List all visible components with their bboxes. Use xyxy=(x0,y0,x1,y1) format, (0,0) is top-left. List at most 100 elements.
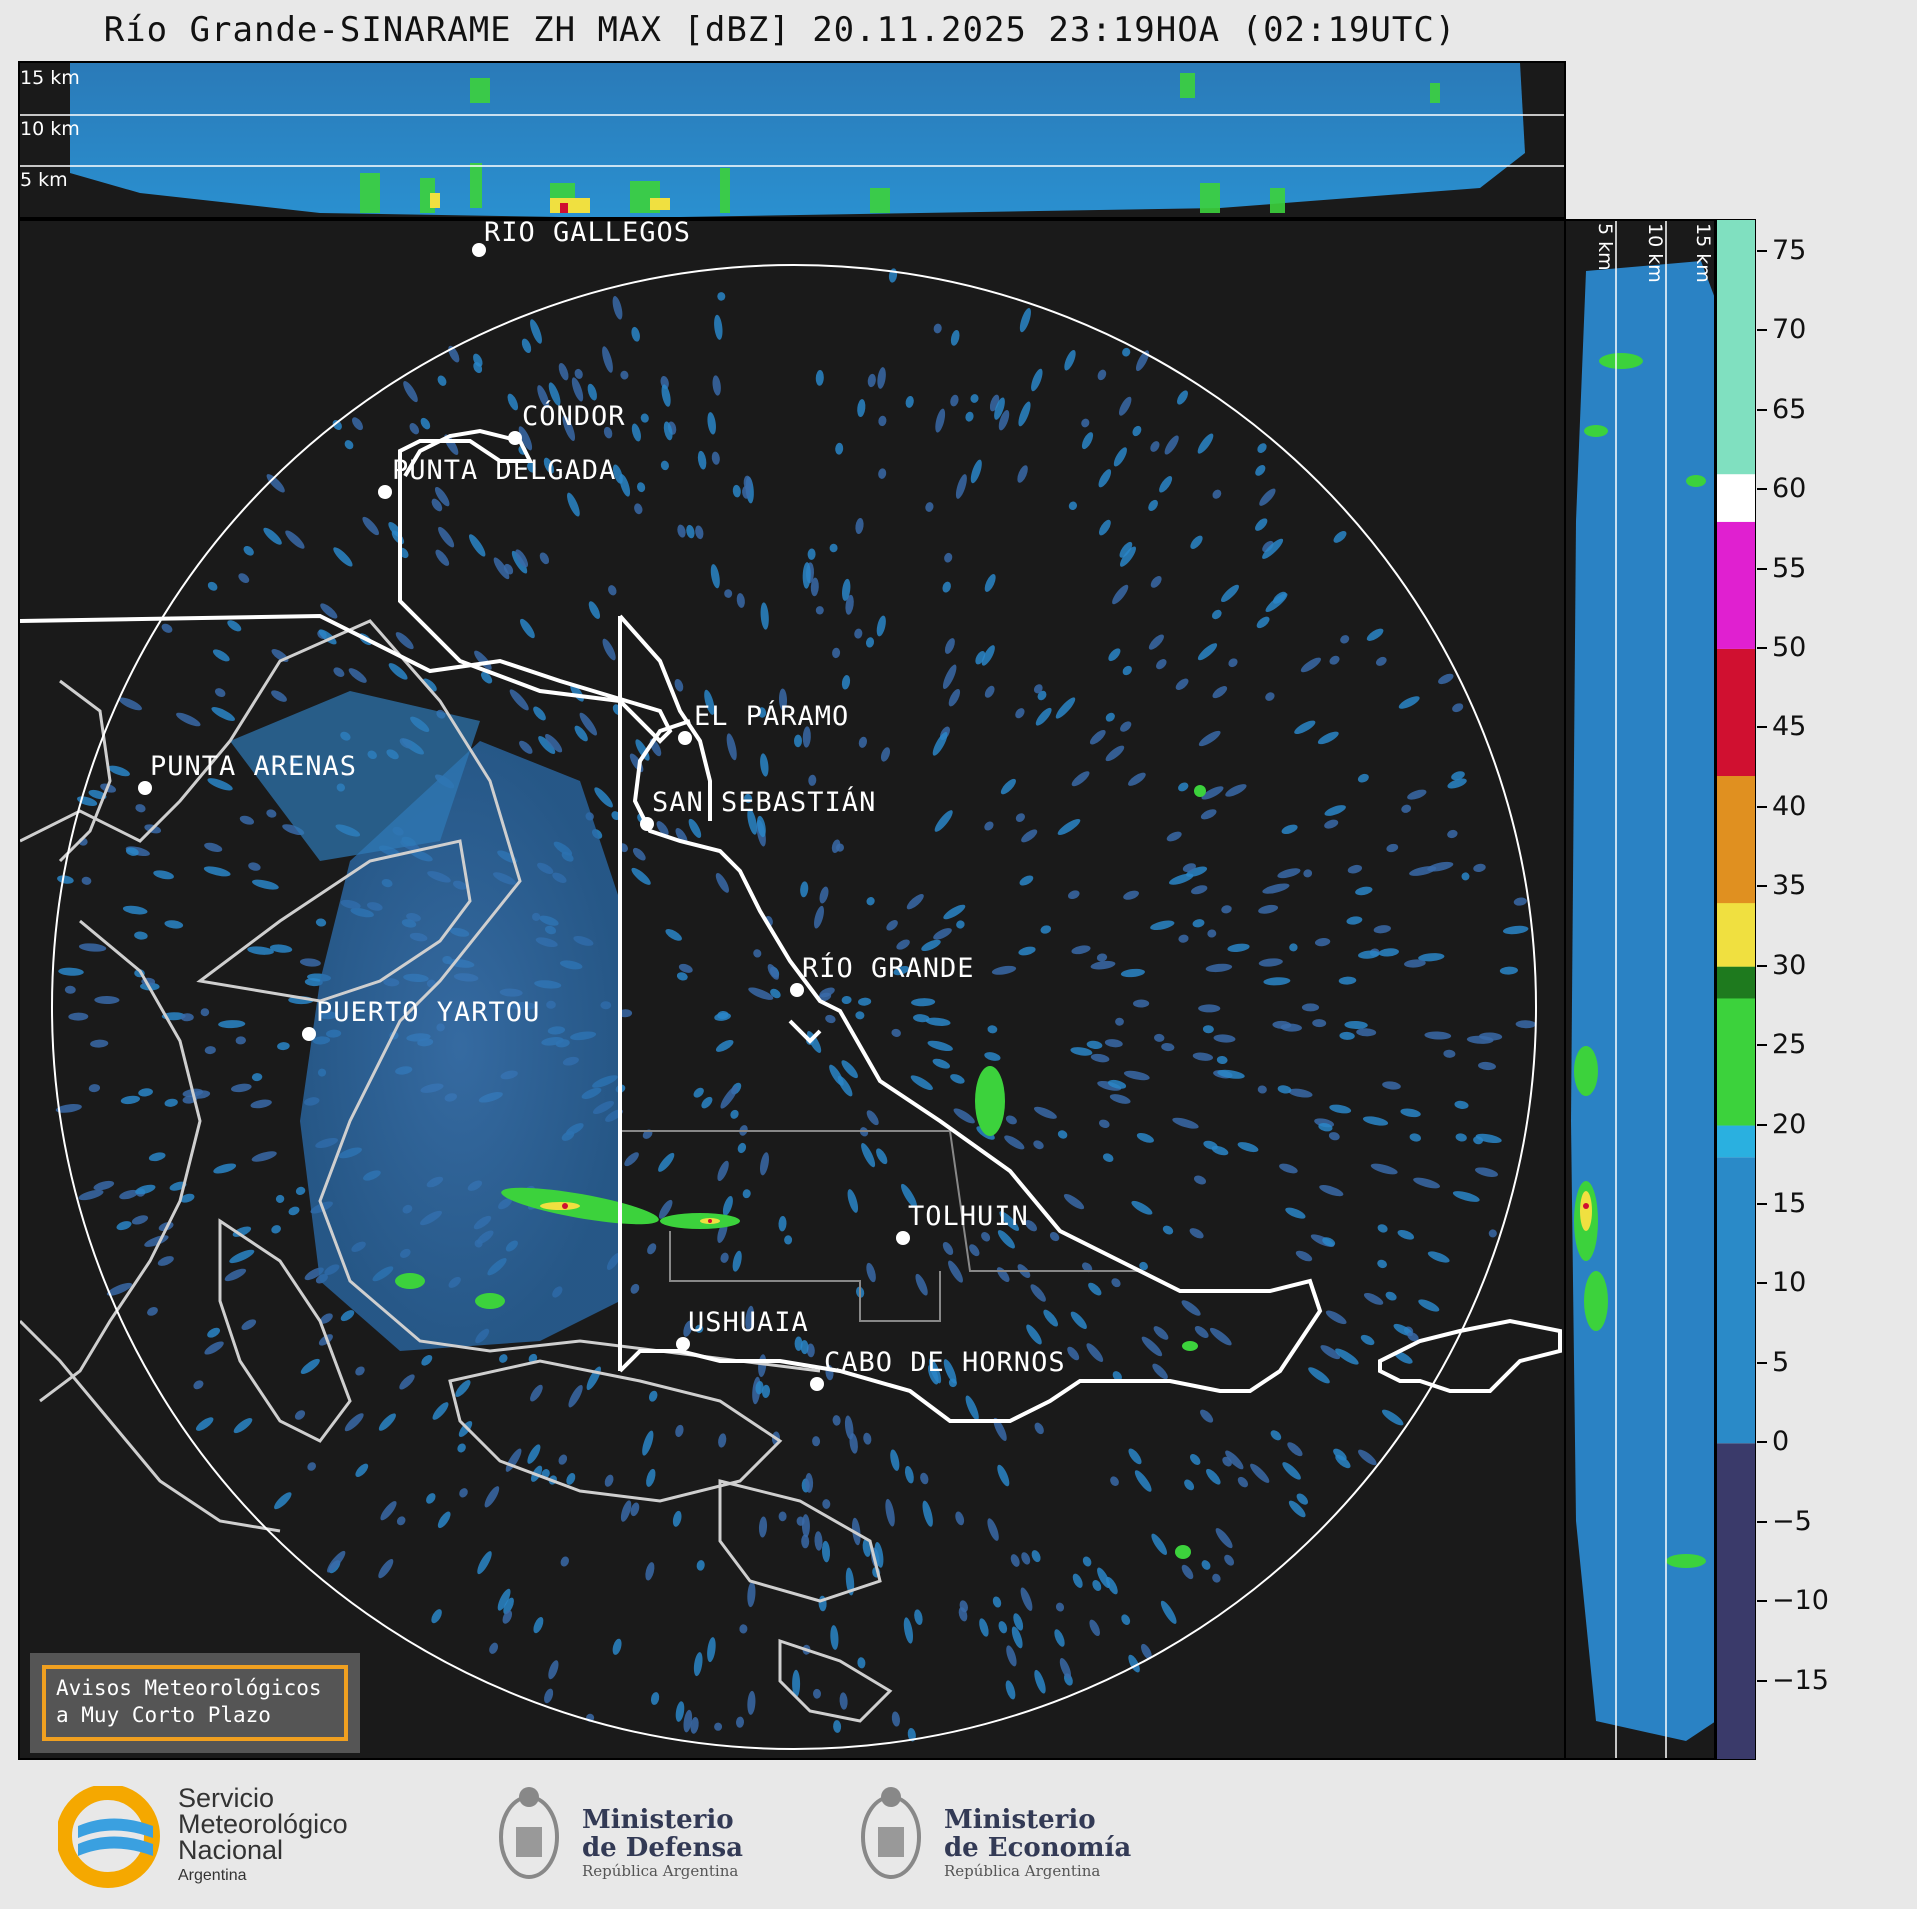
echo-speckle xyxy=(1119,546,1137,567)
echo-speckle xyxy=(604,1474,614,1487)
echo-speckle xyxy=(271,1225,281,1234)
echo-speckle xyxy=(1162,1225,1174,1235)
echo-speckle xyxy=(1112,1371,1122,1381)
side-alt-label-5: 5 km xyxy=(1594,223,1616,271)
echo-speckle xyxy=(718,1433,727,1448)
echo-speckle xyxy=(275,1194,285,1203)
echo-speckle xyxy=(1255,518,1268,531)
echo-speckle xyxy=(1288,1088,1313,1098)
echo-speckle xyxy=(928,1364,939,1385)
echo-speckle xyxy=(473,353,483,367)
echo-speckle xyxy=(1317,731,1339,745)
echo-speckle xyxy=(1455,1133,1467,1142)
echo-speckle xyxy=(987,1025,998,1034)
echo-speckle xyxy=(717,292,726,301)
colorbar-tick xyxy=(1757,646,1767,649)
echo-speckle xyxy=(106,1282,133,1296)
echo-speckle xyxy=(1386,843,1399,853)
echo-speckle xyxy=(533,706,546,721)
echo-speckle xyxy=(984,821,994,831)
echo-speckle xyxy=(997,1230,1015,1249)
echo-speckle xyxy=(658,1152,675,1172)
echo-speckle xyxy=(355,1463,369,1477)
echo-speckle xyxy=(672,1510,682,1527)
echo-speckle xyxy=(527,462,536,473)
defensa-line2: de Defensa xyxy=(582,1833,743,1863)
colorbar-tick-label: 50 xyxy=(1772,631,1807,663)
echo-speckle xyxy=(1207,929,1217,938)
echo-speckle xyxy=(1021,1552,1031,1565)
echo-speckle xyxy=(920,1472,929,1485)
echo-speckle xyxy=(1192,919,1205,928)
echo-speckle xyxy=(743,475,752,491)
echo-speckle xyxy=(548,382,561,406)
echo-speckle xyxy=(631,867,651,885)
colorbar-tick-label: 30 xyxy=(1772,949,1807,981)
echo-speckle xyxy=(458,1421,473,1437)
echo-speckle xyxy=(120,1095,141,1105)
echo-speckle xyxy=(835,442,844,455)
echo-speckle xyxy=(248,862,261,871)
echo-speckle xyxy=(135,1184,156,1195)
echo-speckle xyxy=(1474,1167,1499,1177)
echo-speckle xyxy=(1294,720,1316,735)
echo-speckle xyxy=(997,1464,1010,1487)
echo-speckle xyxy=(688,818,702,838)
colorbar-tick xyxy=(1757,249,1767,252)
echo-speckle xyxy=(1197,643,1218,661)
echo-speckle xyxy=(1409,866,1437,876)
echo-speckle xyxy=(1401,804,1412,813)
echo-speckle xyxy=(814,905,824,929)
echo-speckle xyxy=(1021,829,1038,843)
echo-speckle xyxy=(661,384,671,407)
echo-speckle xyxy=(207,1327,221,1338)
echo-speckle xyxy=(434,486,450,507)
echo-speckle xyxy=(1031,1550,1041,1563)
echo-speckle xyxy=(969,1244,980,1257)
echo-speckle xyxy=(1257,1085,1267,1094)
echo-speckle xyxy=(1152,1363,1168,1380)
colorbar-tick xyxy=(1757,567,1767,570)
echo-speckle xyxy=(841,1060,858,1079)
echo-speckle xyxy=(207,778,233,791)
echo-speckle xyxy=(90,1039,109,1048)
colorbar-tick-label: −10 xyxy=(1772,1585,1829,1617)
echo-speckle xyxy=(933,928,952,940)
echo-speckle xyxy=(753,949,762,958)
echo-speckle xyxy=(1443,1049,1456,1058)
echo-speckle xyxy=(543,457,554,474)
top-cross-section-panel: 15 km 10 km 5 km xyxy=(18,61,1566,219)
echo-speckle xyxy=(203,866,231,877)
colorbar-tick xyxy=(1757,1282,1767,1285)
colorbar-band xyxy=(1717,1157,1755,1444)
echo-speckle xyxy=(693,1652,703,1677)
echo-speckle xyxy=(915,1273,928,1296)
echo-speckle xyxy=(1288,1500,1306,1518)
echo-speckle xyxy=(1363,1292,1384,1305)
echo-speckle xyxy=(530,319,542,344)
echo-speckle xyxy=(1258,958,1283,967)
echo-speckle xyxy=(927,1040,953,1052)
echo-speckle xyxy=(650,1692,660,1705)
echo-speckle xyxy=(807,548,816,560)
echo-speckle xyxy=(806,1343,815,1358)
echo-speckle xyxy=(352,417,363,431)
echo-speckle xyxy=(435,549,450,566)
echo-speckle xyxy=(1375,656,1387,666)
echo-speckle xyxy=(1201,786,1224,800)
top-alt-label-10: 10 km xyxy=(20,118,80,140)
echo-speckle xyxy=(1209,1327,1232,1346)
city-dot xyxy=(676,1337,690,1351)
echo-speckle xyxy=(213,1163,237,1174)
city-tolhuin: TOLHUIN xyxy=(908,1201,1029,1232)
echo-speckle xyxy=(1221,584,1239,603)
echo-speckle xyxy=(1089,729,1106,745)
echo-speckle xyxy=(839,1692,848,1710)
colorbar-tick xyxy=(1757,964,1767,967)
city-ushuaia: USHUAIA xyxy=(688,1307,809,1338)
echo-speckle xyxy=(1097,1081,1122,1091)
echo-speckle xyxy=(204,1046,216,1055)
echo-speckle xyxy=(1193,1175,1207,1185)
avisos-box[interactable]: Avisos Meteorológicos a Muy Corto Plazo xyxy=(30,1653,360,1753)
echo-speckle xyxy=(784,1235,793,1245)
